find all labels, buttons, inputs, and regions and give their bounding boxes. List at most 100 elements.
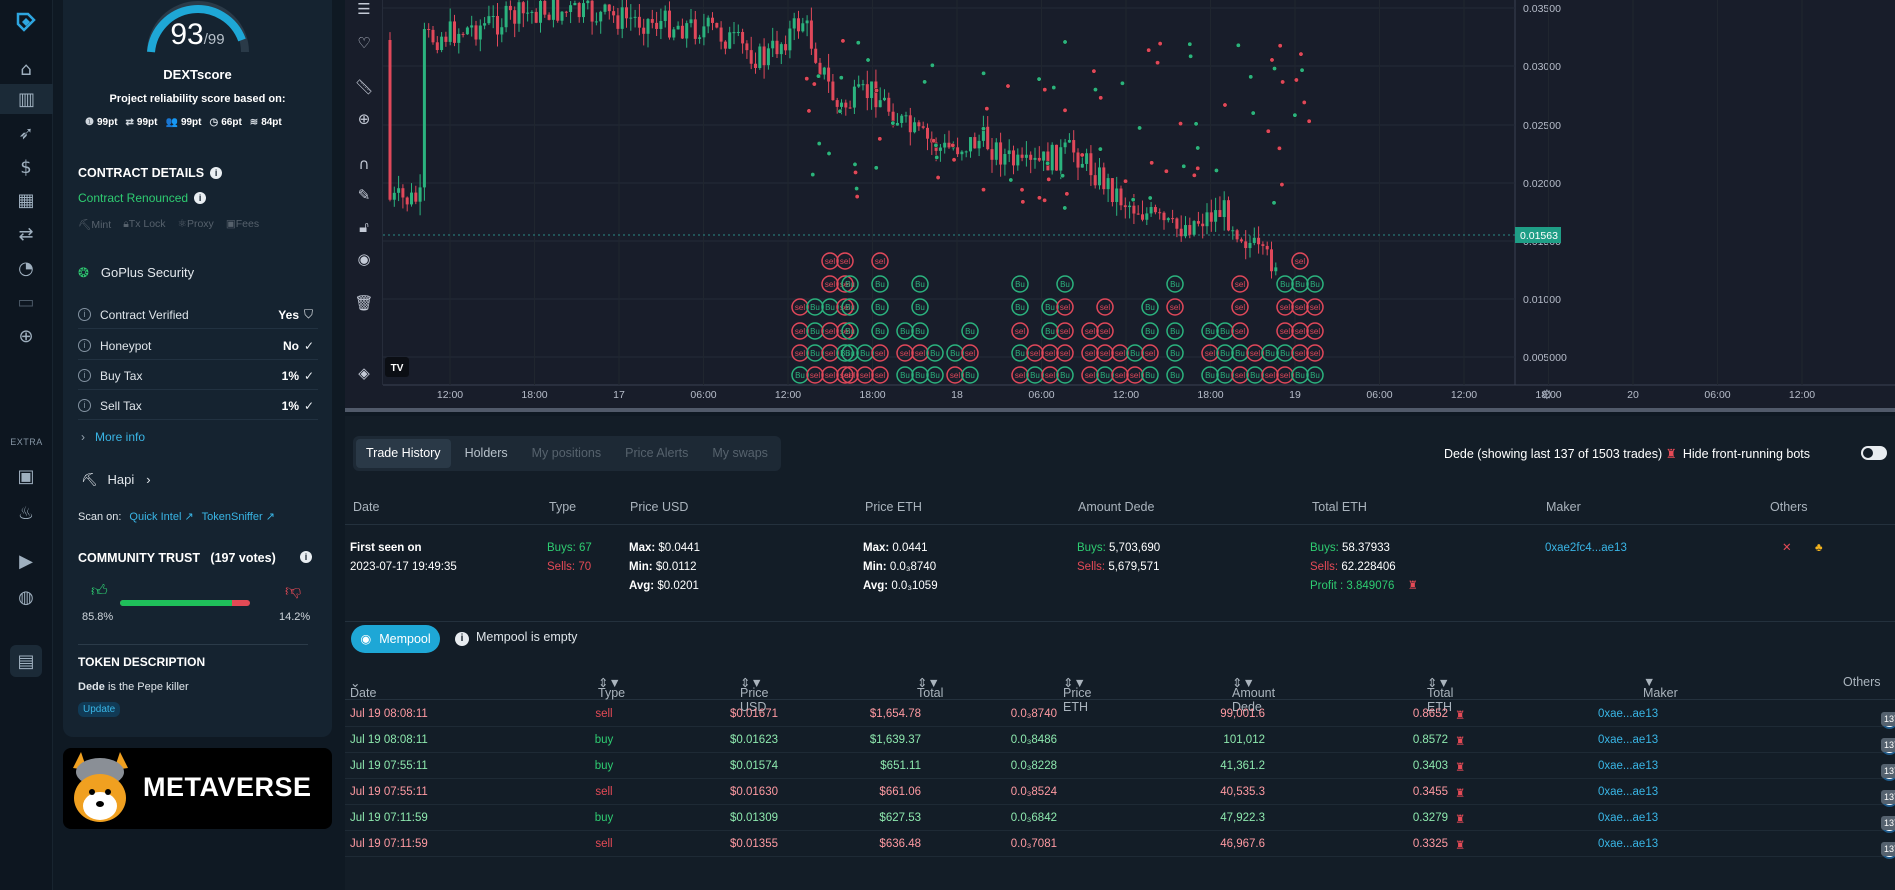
- table-row[interactable]: Jul 19 08:08:11 sell $0.01671 $1,654.78 0.0₃…: [345, 701, 1895, 729]
- candle: [986, 126, 990, 150]
- sort-type[interactable]: Type ⇕▼: [598, 676, 626, 700]
- tab-trade-history[interactable]: Trade History: [356, 439, 451, 468]
- trade-bubble: [1056, 322, 1074, 340]
- close-icon[interactable]: ✕: [1782, 542, 1792, 554]
- sort-price-usd[interactable]: Price USD ⇕▼: [740, 676, 769, 714]
- trade-count-badge[interactable]: 137: [1881, 764, 1895, 778]
- home-icon[interactable]: ⌂: [20, 58, 32, 80]
- candle: [448, 21, 452, 42]
- maker-link[interactable]: 0xae...ae13: [1598, 708, 1659, 720]
- trade-bubble: [911, 298, 929, 316]
- tabs: Trade History Holders My positions Price…: [353, 436, 781, 471]
- update-button[interactable]: Update: [78, 702, 121, 717]
- trade-count-badge[interactable]: 137: [1881, 816, 1895, 830]
- trade-bubble: [821, 322, 839, 340]
- thumbs-up-icon[interactable]: 👍︎: [91, 583, 108, 600]
- trade-count-badge[interactable]: 137: [1881, 790, 1895, 804]
- table-row[interactable]: Jul 19 07:11:59 buy $0.01309 $627.53 0.0₃684…: [345, 805, 1895, 833]
- candle: [560, 11, 564, 21]
- tab-holders[interactable]: Holders: [464, 446, 508, 460]
- tradingview-logo: [385, 357, 409, 377]
- sort-date[interactable]: Date ⌄: [350, 676, 377, 700]
- sort-maker[interactable]: Maker ▼: [1643, 675, 1678, 700]
- tab-price-alerts[interactable]: Price Alerts: [625, 446, 689, 460]
- zoom-in-icon[interactable]: ⊕: [357, 110, 371, 128]
- candle: [870, 81, 874, 99]
- sort-amount[interactable]: Amount Dede ⇕▼: [1232, 676, 1276, 714]
- sort-total[interactable]: Total ⇕▼: [917, 676, 944, 700]
- magnet-icon[interactable]: ∩: [358, 155, 370, 173]
- info-icon[interactable]: i: [210, 167, 223, 179]
- trade-marker: [1091, 68, 1097, 74]
- swap-icon[interactable]: ⇄: [18, 223, 34, 245]
- pencil-lock-icon[interactable]: ✎: [357, 186, 371, 204]
- maker-link[interactable]: 0xae...ae13: [1598, 838, 1659, 850]
- metaverse-banner[interactable]: METAVERSE: [63, 748, 332, 829]
- trade-marker: [854, 194, 860, 200]
- table-row[interactable]: Jul 19 08:08:11 buy $0.01623 $1,639.37 0.0₃8…: [345, 727, 1895, 755]
- tokensniffer-link[interactable]: TokenSniffer: [201, 511, 263, 523]
- layers-icon[interactable]: ◈: [358, 364, 370, 382]
- sell-label: sel: [1085, 349, 1095, 358]
- trade-bubble: [1231, 366, 1249, 384]
- maker-link[interactable]: 0xae...ae13: [1598, 786, 1659, 798]
- sell-label: sel: [1015, 327, 1025, 336]
- apps-icon[interactable]: ▦: [17, 189, 35, 211]
- info-icon: ❶: [85, 117, 94, 128]
- chat-icon[interactable]: ▤: [10, 645, 42, 677]
- lock-icon[interactable]: 🔓︎: [359, 218, 369, 236]
- trash-icon[interactable]: 🗑︎: [354, 294, 374, 312]
- sell-tax-row: i Sell Tax 1% ✓: [78, 392, 318, 420]
- rocket-icon[interactable]: ➶: [18, 122, 34, 144]
- eye-icon[interactable]: ◉: [357, 250, 371, 268]
- info-icon[interactable]: i: [300, 551, 312, 563]
- fire-icon[interactable]: ♨: [17, 502, 35, 524]
- chart-icon[interactable]: ▥: [0, 84, 53, 114]
- maker-link[interactable]: 0xae...ae13: [1598, 760, 1659, 772]
- plus-circle-icon[interactable]: ⊕: [18, 325, 34, 347]
- hapi-link[interactable]: ⛏ Hapi ›: [81, 472, 151, 487]
- trade-bubble: [1141, 322, 1159, 340]
- price-chart[interactable]: 0.035000.030000.025000.020000.015000.010…: [345, 0, 1895, 410]
- info-icon[interactable]: i: [194, 192, 207, 204]
- sort-price-eth[interactable]: Price ETH ⇕▼: [1063, 676, 1092, 714]
- sell-label: sel: [1235, 303, 1245, 312]
- table-row[interactable]: Jul 19 07:55:11 buy $0.01574 $651.11 0.0₃822…: [345, 753, 1895, 781]
- trade-count-badge[interactable]: 137: [1881, 842, 1895, 856]
- monitor-icon[interactable]: ▣: [17, 465, 35, 487]
- mempool-button[interactable]: ◉ Mempool: [351, 625, 440, 653]
- trade-bubble: [1096, 344, 1114, 362]
- maker-link[interactable]: 0xae...ae13: [1598, 734, 1659, 746]
- globe-icon[interactable]: ◍: [18, 586, 34, 608]
- trade-marker: [1213, 168, 1219, 173]
- thumbs-down-icon[interactable]: 👎︎: [285, 583, 302, 600]
- table-row[interactable]: Jul 19 07:55:11 sell $0.01630 $661.06 0.0₃85…: [345, 779, 1895, 807]
- trade-marker: [929, 62, 935, 68]
- more-info-link[interactable]: › More info: [81, 430, 146, 444]
- ruler-icon[interactable]: 📏︎: [354, 78, 374, 96]
- help-icon: i: [78, 399, 91, 412]
- hide-bots-toggle[interactable]: [1861, 446, 1887, 460]
- hierarchy-icon[interactable]: ♣: [1815, 542, 1823, 554]
- quick-intel-link[interactable]: Quick Intel: [129, 511, 182, 523]
- maker-link[interactable]: 0xae...ae13: [1598, 812, 1659, 824]
- tab-my-swaps[interactable]: My swaps: [712, 446, 768, 460]
- tab-my-positions[interactable]: My positions: [531, 446, 602, 460]
- trade-count-badge[interactable]: 137: [1881, 712, 1895, 726]
- trade-bubble: [1276, 344, 1294, 362]
- indicators-icon[interactable]: ☰: [357, 0, 371, 18]
- sort-total-eth[interactable]: Total ETH ⇕▼: [1427, 676, 1454, 714]
- favorite-icon[interactable]: ♡: [357, 34, 371, 52]
- table-row[interactable]: Jul 19 07:11:59 sell $0.01355 $636.48 0.0₃70…: [345, 831, 1895, 859]
- maker-link[interactable]: 0xae2fc4...ae13: [1545, 542, 1627, 554]
- logo-icon[interactable]: [10, 6, 42, 38]
- pie-chart-icon[interactable]: ◔: [18, 257, 34, 279]
- trade-count-badge[interactable]: 137: [1881, 738, 1895, 752]
- trade-marker: [1064, 191, 1070, 197]
- video-icon[interactable]: ▶: [19, 550, 33, 572]
- candlestick-chart[interactable]: 0.035000.030000.025000.020000.015000.010…: [345, 0, 1895, 410]
- wallet-icon[interactable]: ▭: [17, 291, 35, 313]
- sell-label: sel: [1280, 327, 1290, 336]
- dollar-icon[interactable]: $: [20, 156, 32, 178]
- resize-handle[interactable]: [345, 408, 1895, 412]
